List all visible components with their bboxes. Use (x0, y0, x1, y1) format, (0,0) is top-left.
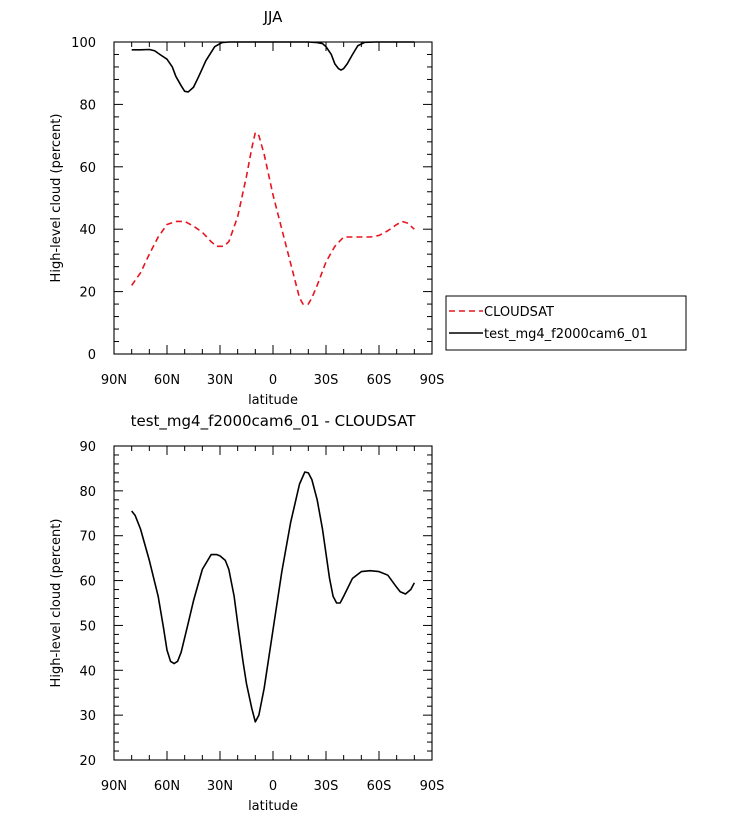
x-axis-label: latitude (248, 393, 298, 408)
panel-1: JJA 90N 60N 30N 0 30S 60S 90S 0 20 40 60 80 100 latitu… (49, 8, 687, 408)
x-tick-label: 30N (207, 779, 233, 794)
y-tick-label: 40 (79, 223, 96, 238)
legend-label: CLOUDSAT (484, 305, 554, 320)
x-axis-label: latitude (248, 799, 298, 814)
x-tick-label: 30N (207, 373, 233, 388)
y-axis-label: High-level cloud (percent) (49, 519, 64, 688)
legend: CLOUDSAT test_mg4_f2000cam6_01 (445, 295, 687, 351)
y-tick-label: 80 (79, 98, 96, 113)
x-tick-label: 90N (101, 779, 127, 794)
chart-title: JJA (263, 8, 284, 26)
y-tick-label: 20 (79, 286, 96, 301)
y-tick-label: 40 (79, 664, 96, 679)
chart-title: test_mg4_f2000cam6_01 - CLOUDSAT (131, 412, 417, 431)
y-axis-label: High-level cloud (percent) (49, 114, 64, 283)
legend-label: test_mg4_f2000cam6_01 (484, 327, 648, 342)
x-tick-label: 60N (154, 373, 180, 388)
x-tick-label: 30S (314, 779, 339, 794)
x-tick-label: 60N (154, 779, 180, 794)
y-tick-label: 60 (79, 161, 96, 176)
y-tick-label: 80 (79, 485, 96, 500)
x-tick-label: 90N (101, 373, 127, 388)
series-line-test-mg4-f2000cam6-01 (131, 41, 415, 93)
x-tick-label: 0 (269, 779, 277, 794)
y-tick-label: 100 (71, 36, 96, 51)
series-line-cloudsat (131, 131, 415, 305)
y-tick-label: 60 (79, 575, 96, 590)
series-line-1 (131, 471, 416, 723)
x-tick-label: 30S (314, 373, 339, 388)
y-tick-label: 0 (88, 348, 96, 363)
plot-frame (113, 445, 433, 761)
y-tick-label: 90 (79, 440, 96, 455)
y-tick-label: 30 (79, 709, 96, 724)
x-tick-label: 90S (420, 373, 445, 388)
panel-2: test_mg4_f2000cam6_01 - CLOUDSAT 90N 60N 30… (49, 412, 444, 814)
y-tick-label: 20 (79, 754, 96, 769)
x-tick-label: 60S (367, 373, 392, 388)
y-tick-label: 50 (79, 619, 96, 634)
x-tick-label: 90S (420, 779, 445, 794)
x-tick-label: 0 (269, 373, 277, 388)
legend-box (445, 295, 687, 351)
x-tick-label: 60S (367, 779, 392, 794)
y-tick-label: 70 (79, 530, 96, 545)
